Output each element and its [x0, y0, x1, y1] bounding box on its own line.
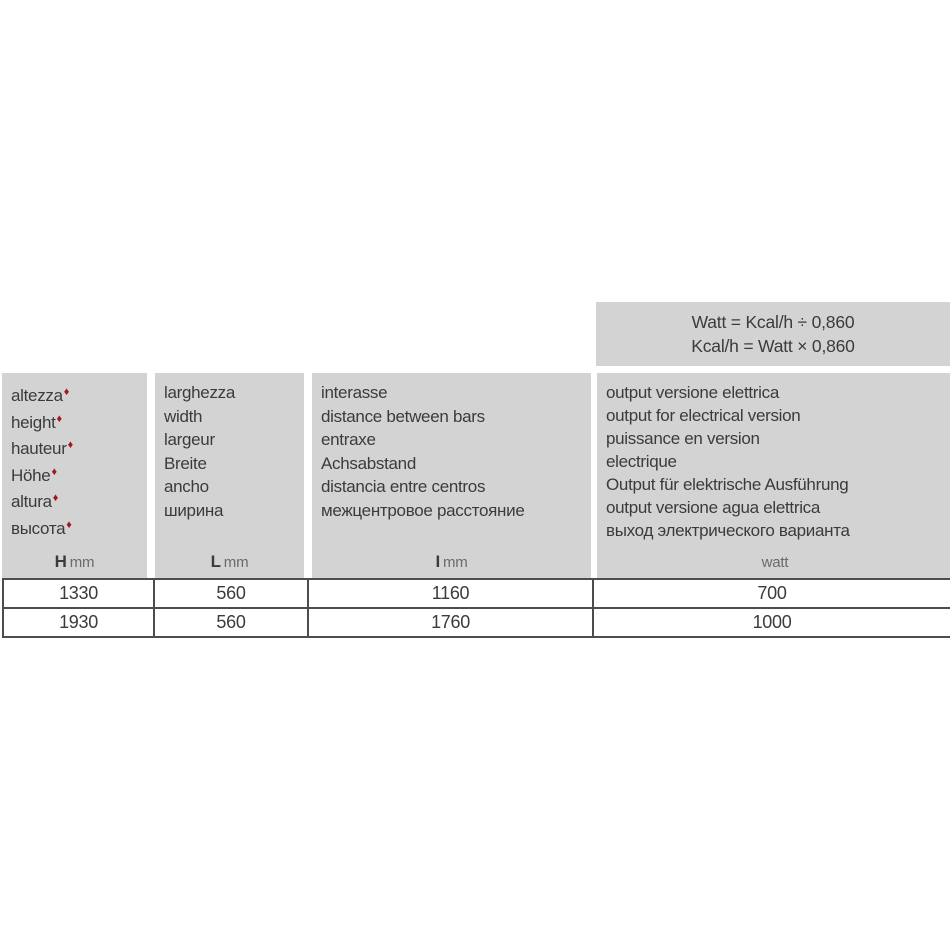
label-width-ru: ширина [164, 500, 224, 520]
formula-line-watt: Watt = Kcal/h ÷ 0,860 [691, 312, 855, 332]
label-interaxis-es: distancia entre centros [321, 477, 486, 496]
label-text: высота [11, 518, 66, 538]
formula-line-kcal: Kcal/h = Watt × 0,860 [691, 336, 855, 356]
label-width-it: larghezza [164, 383, 236, 402]
label-interaxis-it: interasse [321, 383, 388, 402]
label-height-ru: высота♦ [11, 514, 147, 541]
cell-watt: 1000 [752, 612, 792, 632]
unit-text: mm [69, 554, 95, 571]
cell-width: 560 [155, 609, 309, 636]
label-output-de: Output für elektrische Ausführung [606, 475, 849, 494]
label-text: hauteur [11, 439, 67, 458]
unit-text: watt [761, 554, 789, 571]
label-height-en: height♦ [11, 408, 147, 435]
cell-interaxis: 1160 [309, 580, 594, 607]
label-text: Höhe [11, 465, 51, 485]
label-text: altezza [11, 386, 63, 405]
label-output-agua: output versione agua elettrica [606, 498, 821, 517]
label-interaxis-de: Achsabstand [321, 453, 416, 473]
diamond-icon: ♦ [56, 412, 63, 425]
header-col-height: altezza♦ height♦ hauteur♦ Höhe♦ altura♦ … [2, 373, 147, 578]
unit-symbol: H [54, 552, 67, 571]
cell-height: 1930 [4, 609, 155, 636]
label-output-ru: выход электрического варианта [606, 521, 850, 540]
diamond-icon: ♦ [67, 439, 74, 451]
label-text: height [11, 412, 56, 432]
cell-interaxis: 1760 [309, 609, 594, 636]
table-row: 1330 560 1160 700 [4, 580, 950, 609]
label-width-de: Breite [164, 453, 207, 473]
table-row: 1930 560 1760 1000 [4, 609, 950, 638]
diamond-icon: ♦ [52, 492, 59, 504]
diamond-icon: ♦ [66, 518, 72, 531]
header-col-interaxis: interasse distance between bars entraxe … [312, 373, 591, 578]
label-interaxis-en: distance between bars [321, 406, 485, 426]
label-height-fr: hauteur♦ [11, 434, 147, 461]
label-height-es: altura♦ [11, 487, 147, 514]
label-output-en: output for electrical version [606, 406, 801, 425]
label-output-fr-2: electrique [606, 452, 677, 471]
data-table: 1330 560 1160 700 1930 560 1760 1000 [2, 578, 950, 638]
unit-symbol: I [435, 552, 440, 571]
label-output-fr-1: puissance en version [606, 429, 760, 448]
label-height-de: Höhe♦ [11, 461, 147, 488]
label-width-fr: largeur [164, 430, 215, 449]
header-col-output: output versione elettrica output for ele… [597, 373, 950, 578]
diamond-icon: ♦ [63, 386, 70, 398]
cell-watt: 700 [757, 583, 787, 603]
label-interaxis-fr: entraxe [321, 430, 376, 449]
conversion-formula-box: Watt = Kcal/h ÷ 0,860 Kcal/h = Watt × 0,… [596, 302, 950, 366]
label-height-it: altezza♦ [11, 381, 147, 408]
header-col-width: larghezza width largeur Breite ancho шир… [155, 373, 304, 578]
cell-height: 1330 [4, 580, 155, 607]
unit-text: mm [223, 554, 249, 571]
diamond-icon: ♦ [51, 465, 57, 478]
label-text: altura [11, 492, 52, 511]
unit-text: mm [442, 554, 468, 571]
table-header: altezza♦ height♦ hauteur♦ Höhe♦ altura♦ … [2, 373, 950, 578]
label-width-es: ancho [164, 477, 209, 496]
unit-symbol: L [210, 552, 221, 571]
label-output-it: output versione elettrica [606, 383, 779, 402]
label-width-en: width [164, 406, 203, 426]
cell-width: 560 [155, 580, 309, 607]
label-interaxis-ru: межцентровое расстояние [321, 500, 525, 520]
unit-output: watt [597, 552, 950, 572]
